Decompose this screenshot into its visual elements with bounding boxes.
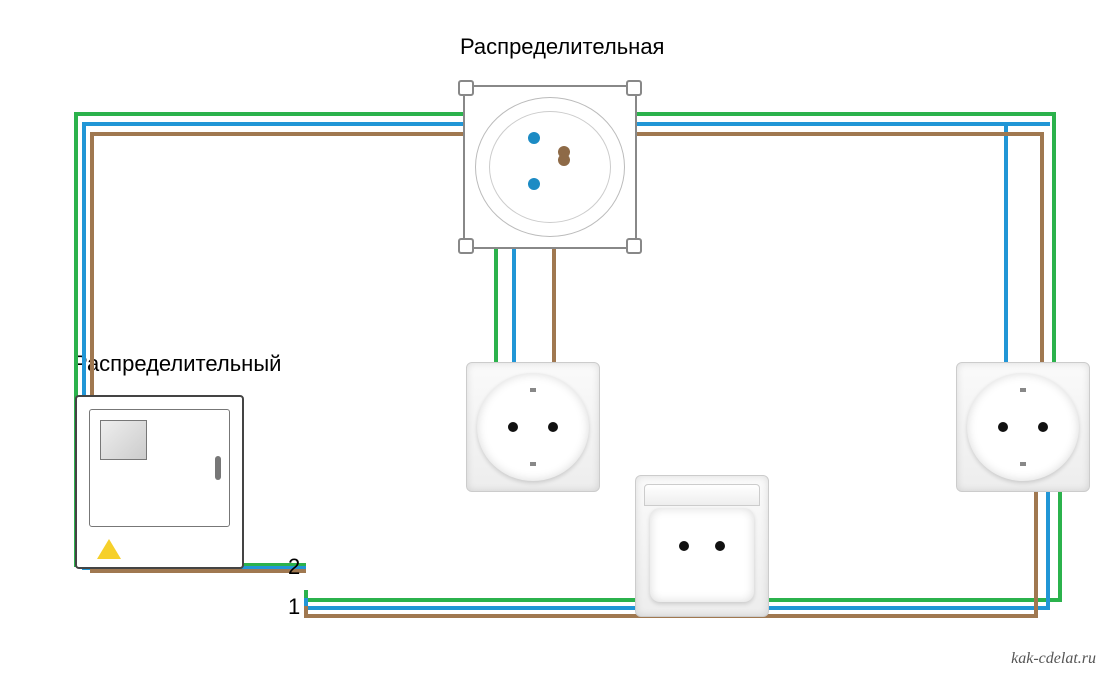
junction-node-3 xyxy=(558,154,570,166)
wire-pe-panel-bot xyxy=(304,590,306,594)
distribution-panel xyxy=(75,395,244,569)
warning-triangle-icon xyxy=(97,539,121,559)
junction-node-2 xyxy=(528,178,540,190)
wire-pe-bot-panel-v xyxy=(304,590,308,602)
watermark: kak-cdelat.ru xyxy=(1011,650,1096,668)
panel-label-l1: Распределительный xyxy=(73,351,281,376)
wire-n-bot-panel-v xyxy=(304,598,308,610)
cable-num-1: 1 xyxy=(288,594,300,620)
socket-3 xyxy=(956,362,1090,492)
wire-l-panel-in xyxy=(90,569,306,573)
socket-1 xyxy=(466,362,600,492)
junction-box xyxy=(463,85,637,249)
wire-l-bot-panel-v xyxy=(304,606,308,618)
junction-node-0 xyxy=(528,132,540,144)
jbox-label-l1: Распределительная xyxy=(460,34,664,59)
wire-pe-sock3-down xyxy=(1052,112,1056,394)
socket-2 xyxy=(635,475,769,617)
wiring-diagram: Распределительная коробка Распределитель… xyxy=(0,0,1108,674)
cable-num-2: 2 xyxy=(288,554,300,580)
